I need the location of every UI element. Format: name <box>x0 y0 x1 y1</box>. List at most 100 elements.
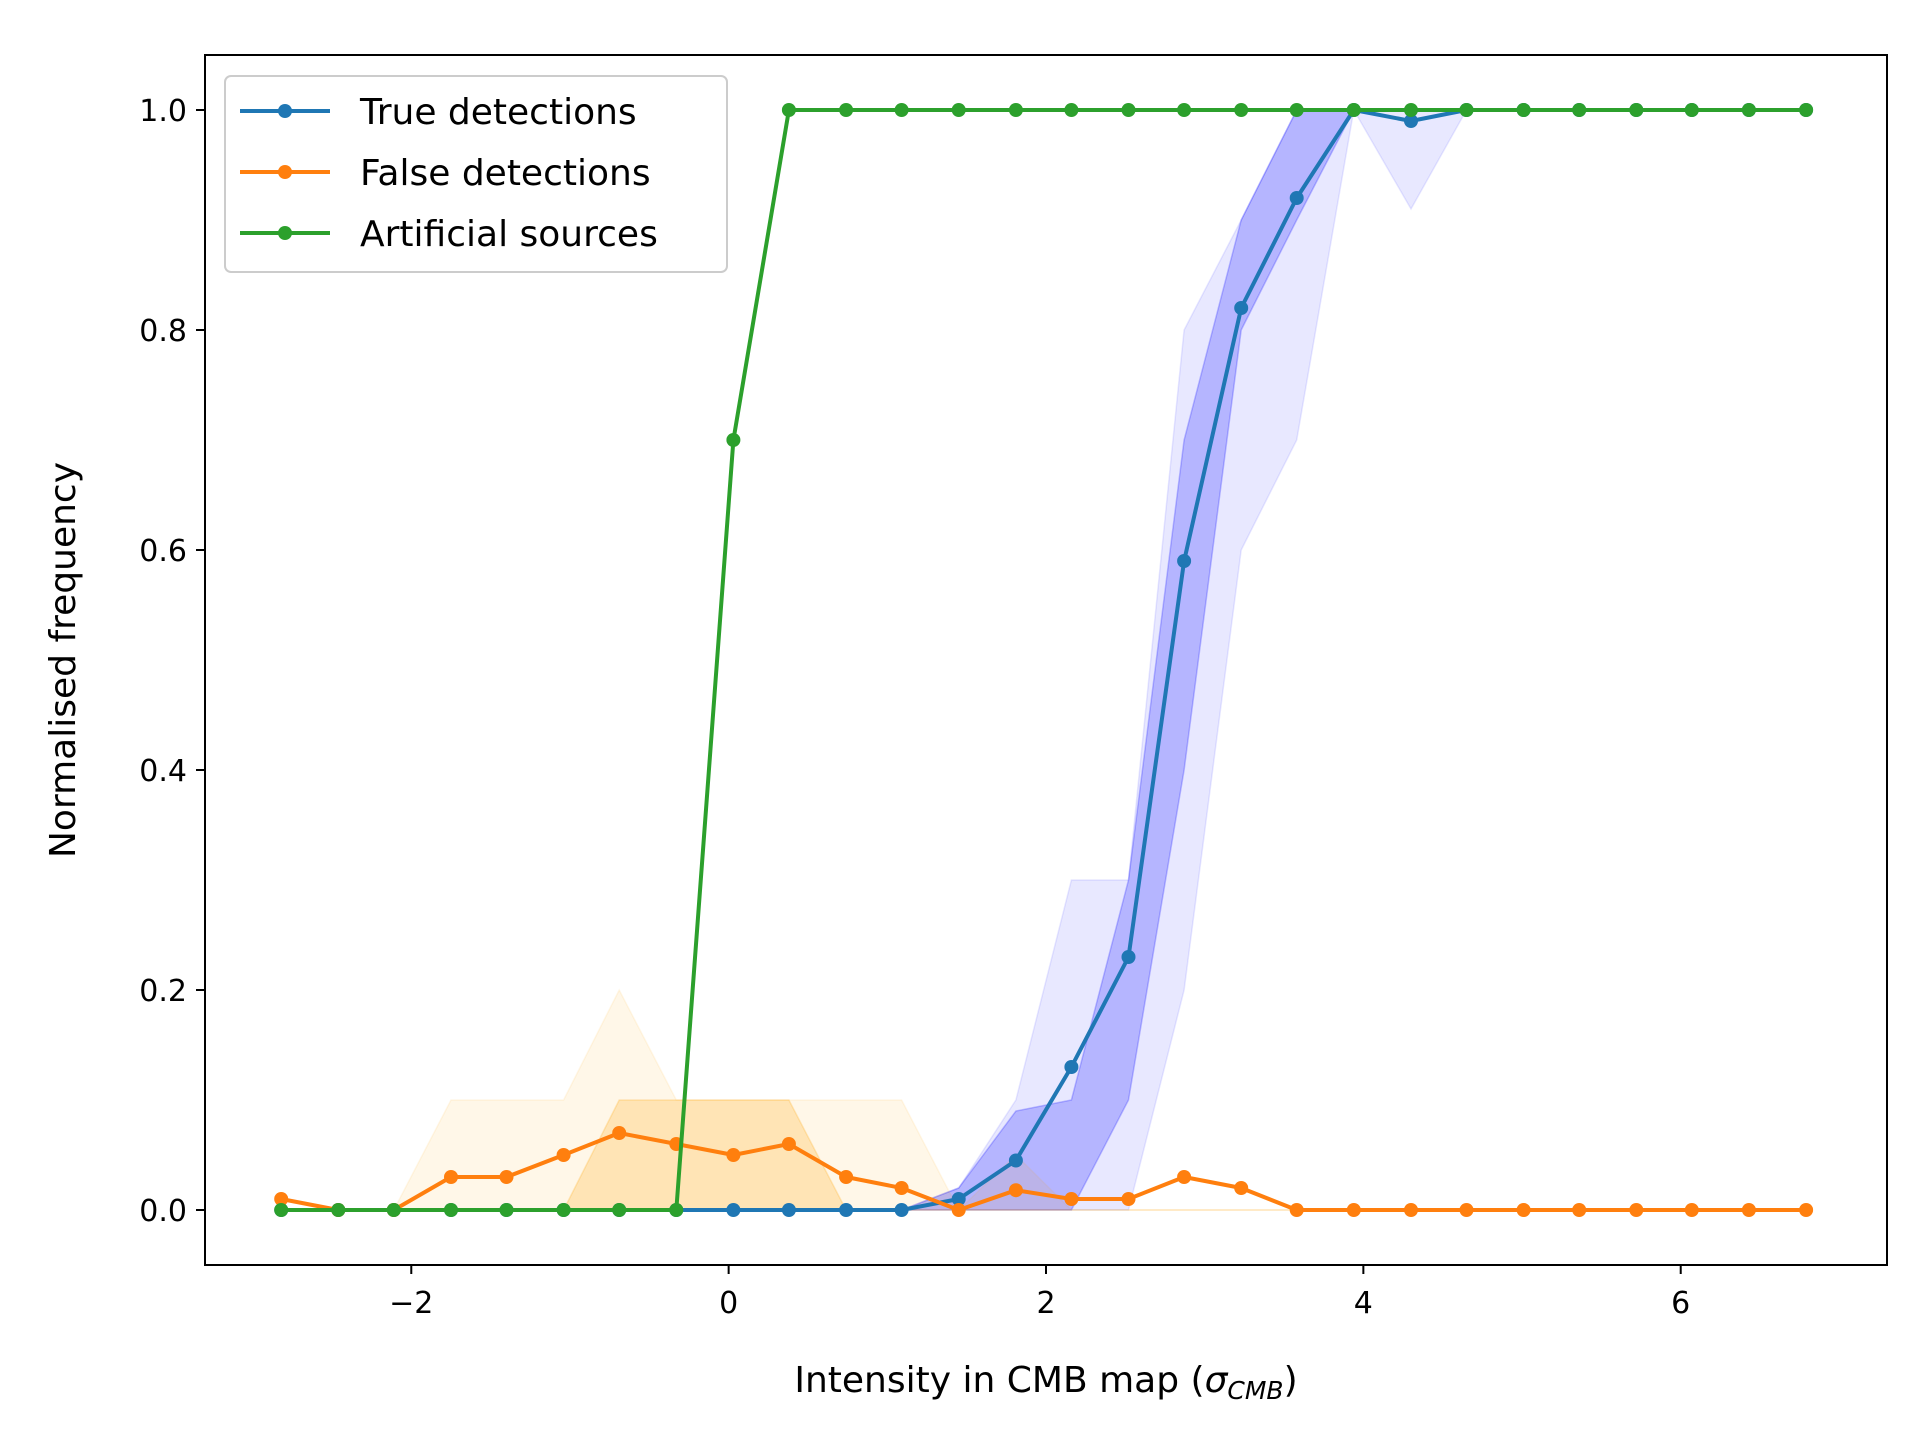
series-2 <box>274 103 1814 1217</box>
data-point <box>1799 103 1814 117</box>
data-point <box>781 1137 796 1151</box>
data-point <box>951 1192 966 1206</box>
data-point <box>444 1170 458 1184</box>
data-point <box>1404 1203 1418 1217</box>
data-point <box>1684 103 1699 117</box>
data-point <box>726 433 741 447</box>
data-point <box>669 1203 684 1217</box>
data-point <box>274 1192 289 1206</box>
legend-entry: Artificial sources <box>240 214 658 255</box>
legend-label: False detections <box>360 153 651 194</box>
data-point <box>499 1170 514 1184</box>
data-point <box>726 1148 741 1162</box>
data-point <box>1177 103 1192 117</box>
data-point <box>1121 1192 1136 1206</box>
data-point <box>1684 1203 1699 1217</box>
data-point <box>1516 1203 1531 1217</box>
data-point <box>839 1203 854 1217</box>
data-point <box>1289 191 1304 205</box>
legend-label: Artificial sources <box>360 214 658 255</box>
data-point <box>1064 1060 1079 1074</box>
data-point <box>1177 1170 1192 1184</box>
series-line-2 <box>281 108 1807 1212</box>
x-axis-label: Intensity in CMB map (σCMB) <box>794 1360 1297 1405</box>
y-tick-label: 0.4 <box>139 754 187 789</box>
y-tick-label: 0.8 <box>139 314 187 349</box>
y-tick-label: 0.0 <box>139 1194 187 1229</box>
data-point <box>1572 103 1587 117</box>
data-point <box>894 1203 909 1217</box>
data-point <box>1741 1203 1756 1217</box>
data-point <box>894 1181 909 1195</box>
data-point <box>1289 103 1304 117</box>
data-point <box>951 103 966 117</box>
data-point <box>386 1203 401 1217</box>
data-point <box>499 1203 514 1217</box>
data-point <box>612 1126 627 1140</box>
x-axis-label-symbol: σ <box>1205 1360 1229 1401</box>
data-point <box>781 103 796 117</box>
data-point <box>1008 1153 1023 1168</box>
data-point <box>1234 301 1249 315</box>
data-point <box>1121 950 1136 964</box>
x-axis-label-close: ) <box>1284 1360 1298 1401</box>
data-point <box>1799 1203 1814 1217</box>
legend: True detections False detections Artificia… <box>224 75 728 273</box>
data-point <box>612 1203 627 1217</box>
data-point <box>1741 103 1756 117</box>
data-point <box>1572 1203 1587 1217</box>
legend-entries: True detections False detections Artificia… <box>240 92 658 255</box>
x-tick-label: 2 <box>1036 1286 1055 1321</box>
data-point <box>274 1203 289 1217</box>
data-point <box>556 1148 571 1162</box>
y-axis-ticks: 0.0 0.2 0.4 0.6 0.8 1.0 <box>139 94 205 1229</box>
data-point <box>726 1203 741 1217</box>
legend-label: True detections <box>359 92 637 133</box>
data-point <box>894 103 909 117</box>
data-point <box>1008 1183 1023 1198</box>
y-tick-label: 1.0 <box>139 94 187 129</box>
data-point <box>1516 103 1531 117</box>
legend-box <box>224 75 728 273</box>
data-point <box>1629 1203 1644 1217</box>
data-point <box>839 103 854 117</box>
data-point <box>1008 103 1023 117</box>
data-point <box>1404 103 1418 117</box>
data-point <box>1234 103 1249 117</box>
legend-swatch-marker <box>278 165 292 179</box>
x-tick-label: 6 <box>1671 1286 1690 1321</box>
y-tick-label: 0.2 <box>139 974 187 1009</box>
data-point <box>781 1203 796 1217</box>
legend-swatch-marker <box>278 226 292 240</box>
x-tick-label: −2 <box>389 1286 433 1321</box>
x-axis-ticks: −2 0 2 4 6 <box>389 1265 1690 1321</box>
legend-entry: True detections <box>240 92 637 133</box>
data-point <box>1121 103 1136 117</box>
data-point <box>1459 1203 1474 1217</box>
data-point <box>444 1203 458 1217</box>
data-point <box>839 1170 854 1184</box>
data-point <box>1064 103 1079 117</box>
x-tick-label: 4 <box>1354 1286 1373 1321</box>
x-axis-label-subscript: CMB <box>1227 1376 1283 1405</box>
data-point <box>1234 1181 1249 1195</box>
series-lines <box>274 103 1814 1217</box>
data-point <box>951 1203 966 1217</box>
data-point <box>331 1203 346 1217</box>
data-point <box>556 1203 571 1217</box>
data-point <box>1346 1203 1361 1217</box>
series-line-1 <box>280 1131 1807 1212</box>
legend-entry: False detections <box>240 153 651 194</box>
x-axis-label-text: Intensity in CMB map ( <box>794 1360 1204 1401</box>
data-point <box>1629 103 1644 117</box>
y-axis-label: Normalised frequency <box>43 462 84 858</box>
data-point <box>1459 103 1474 117</box>
data-point <box>1064 1192 1079 1206</box>
data-point <box>1346 103 1361 117</box>
data-point <box>1289 1203 1304 1217</box>
data-point <box>1177 554 1192 568</box>
y-tick-label: 0.6 <box>139 534 187 569</box>
x-tick-label: 0 <box>719 1286 738 1321</box>
legend-swatch-marker <box>278 104 292 118</box>
